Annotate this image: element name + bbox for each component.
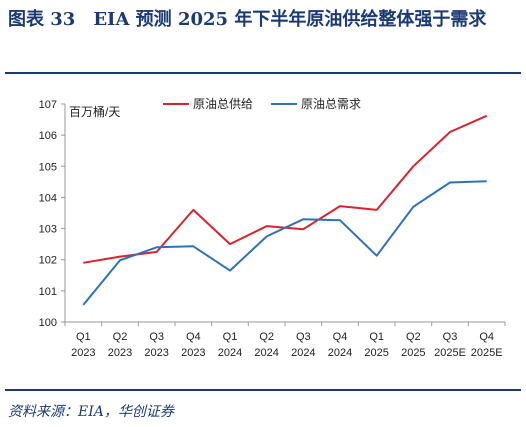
x-tick-label-quarter: Q3 [149,331,164,343]
y-tick-label: 102 [39,255,57,267]
y-tick-label: 100 [39,317,57,329]
line-chart: 100 101 102 103 104 105 106 107 Q1 2023 Q2 2023 Q3 20… [39,97,506,359]
x-tick-label-quarter: Q2 [406,331,421,343]
x-tick-label-year: 2025E [434,347,466,359]
x-tick-label-year: 2024 [254,347,278,359]
x-tick-label-year: 2024 [328,347,352,359]
title-divider [5,72,521,74]
y-tick-label: 107 [39,99,57,111]
figure-title: 图表 33 EIA 预测 2025 年下半年原油供给整体强于需求 [8,9,487,30]
y-axis-unit-label: 百万桶/天 [69,104,120,119]
source-note: 资料来源：EIA，华创证券 [8,404,174,420]
x-tick-label-quarter: Q3 [296,331,311,343]
x-tick-label-quarter: Q4 [186,331,201,343]
x-tick-label-year: 2025 [364,347,388,359]
legend-label-demand: 原油总需求 [301,97,361,111]
legend-label-supply: 原油总供给 [193,97,253,111]
x-tick-label-year: 2023 [71,347,95,359]
x-tick-label-year: 2023 [108,347,132,359]
x-tick-label-year: 2023 [144,347,168,359]
x-tick-label-quarter: Q1 [369,331,384,343]
series-line-supply [83,114,488,264]
x-tick-label-quarter: Q2 [113,331,128,343]
x-tick-label-quarter: Q2 [259,331,274,343]
x-tick-label-quarter: Q1 [76,331,91,343]
source-divider [5,389,521,391]
x-tick-label-year: 2025E [471,347,503,359]
x-tick-label-quarter: Q1 [223,331,238,343]
x-tick-label-quarter: Q3 [443,331,458,343]
y-tick-label: 106 [39,130,57,142]
x-tick-label-quarter: Q4 [479,331,494,343]
y-tick-label: 101 [39,286,57,298]
series-line-demand [82,180,487,306]
x-tick-label-year: 2025 [401,347,425,359]
x-tick-label-year: 2024 [218,347,242,359]
x-tick-label-quarter: Q4 [333,331,348,343]
y-tick-label: 105 [39,161,57,173]
x-tick-label-year: 2024 [291,347,315,359]
y-tick-label: 104 [39,192,57,204]
x-tick-label-year: 2023 [181,347,205,359]
y-tick-label: 103 [39,224,57,236]
